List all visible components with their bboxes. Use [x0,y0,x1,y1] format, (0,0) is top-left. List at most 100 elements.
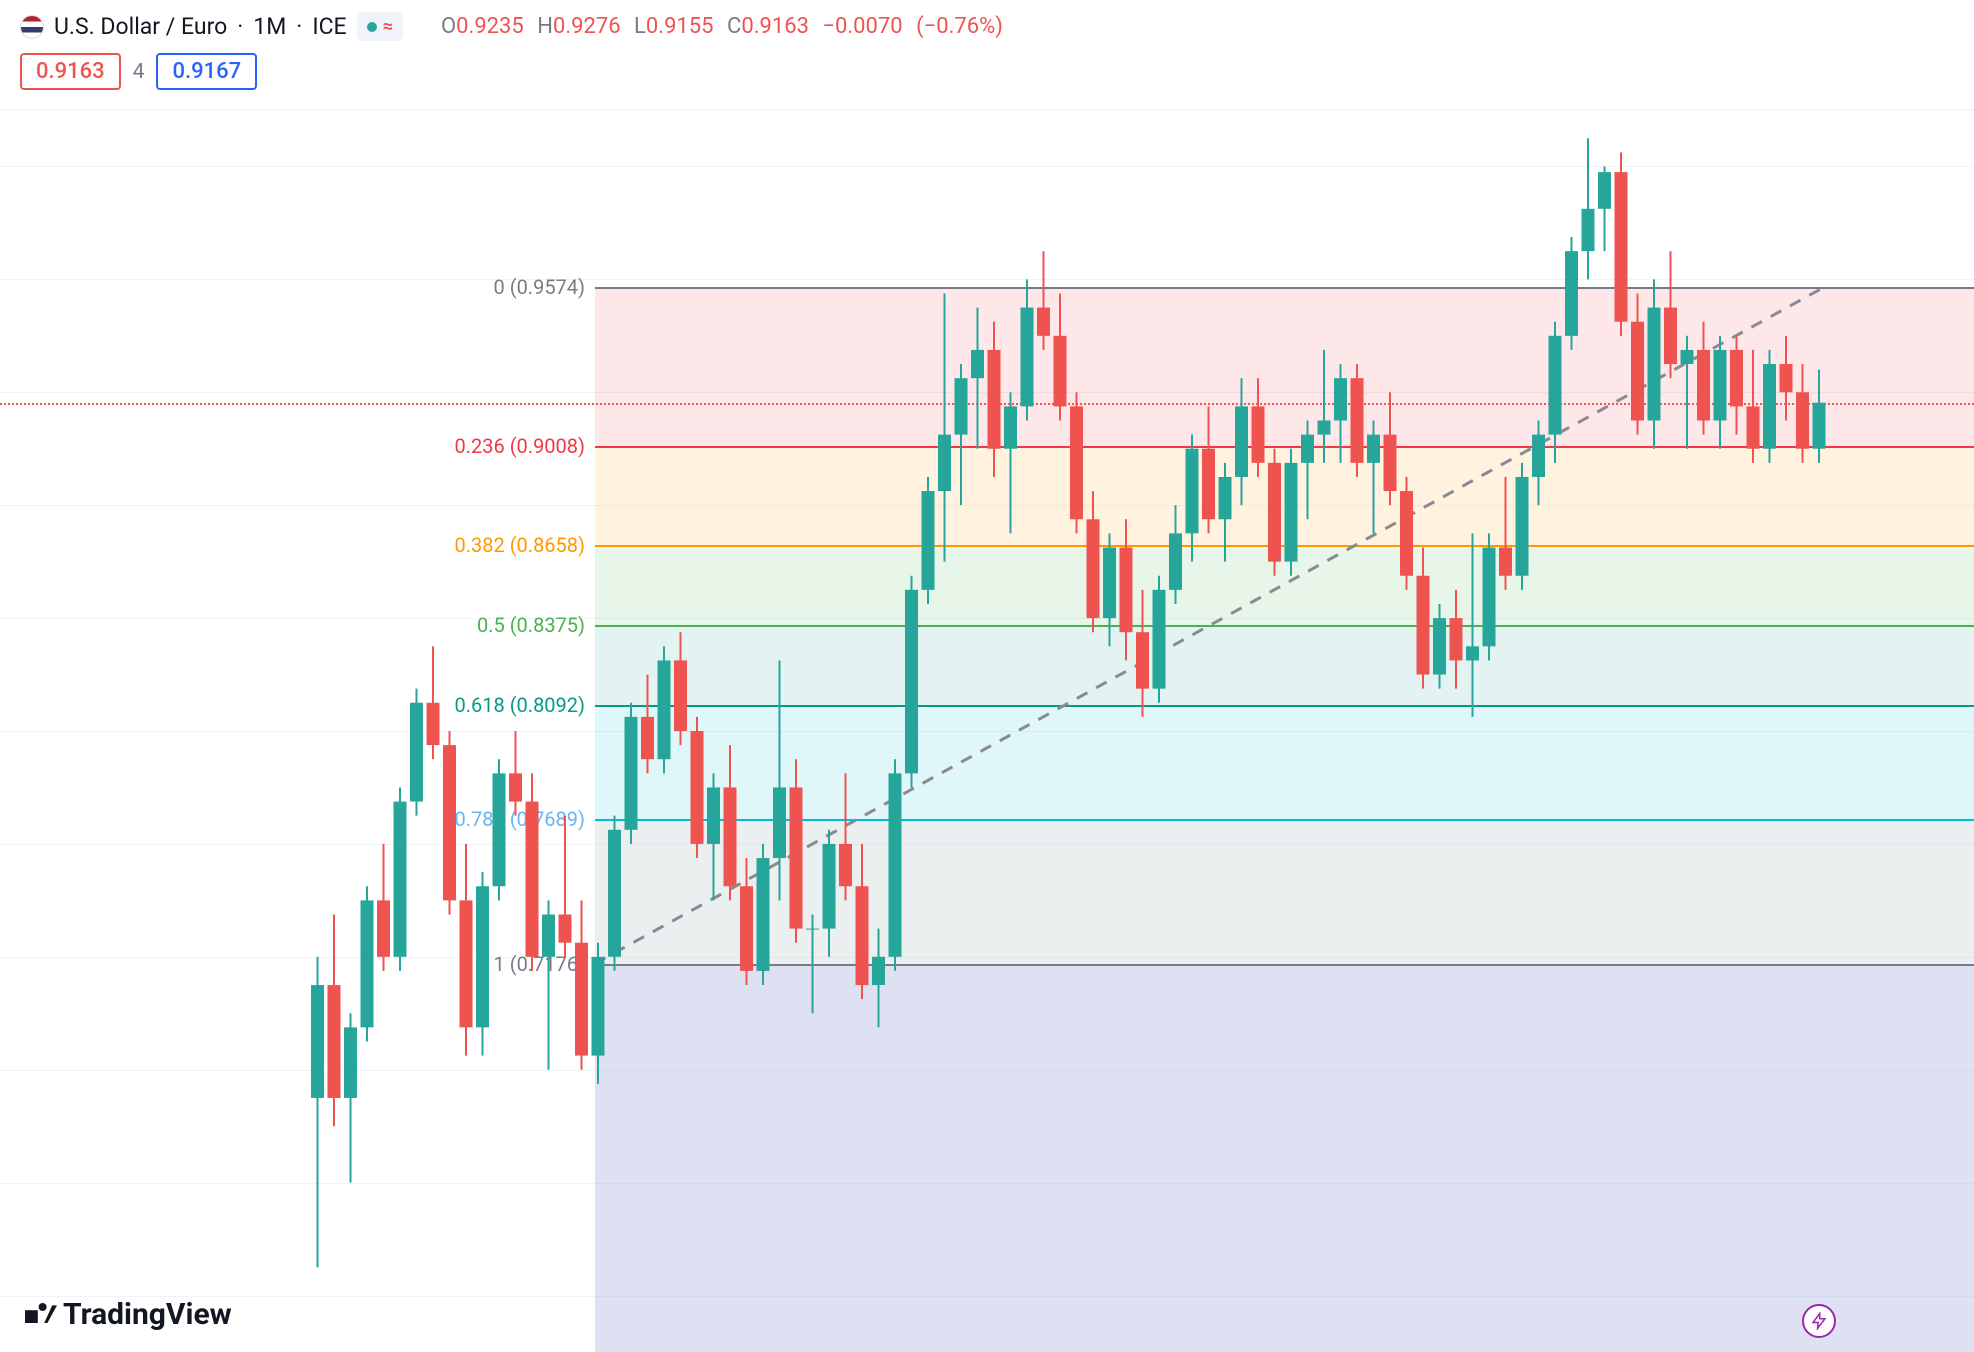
candle-body[interactable] [1037,308,1050,336]
candle-body[interactable] [757,858,770,971]
candle-body[interactable] [691,731,704,844]
candle-body[interactable] [1318,421,1331,435]
candle-body[interactable] [955,378,968,434]
candle-body[interactable] [988,350,1001,449]
interval[interactable]: 1M [253,13,286,40]
candle-body[interactable] [410,703,423,802]
candle-body[interactable] [1400,491,1413,576]
candle-body[interactable] [1070,406,1083,519]
candle-body[interactable] [1433,618,1446,674]
candle-body[interactable] [790,787,803,928]
candle-body[interactable] [1747,406,1760,448]
candle-body[interactable] [872,957,885,985]
candle-body[interactable] [856,886,869,985]
candle-body[interactable] [526,802,539,957]
candle-body[interactable] [394,802,407,957]
candle-body[interactable] [971,350,984,378]
candle-body[interactable] [1549,336,1562,435]
candle-body[interactable] [1285,463,1298,562]
candle-body[interactable] [1796,392,1809,448]
candle-body[interactable] [1763,364,1776,449]
candle-body[interactable] [1532,435,1545,477]
lightning-icon[interactable] [1802,1304,1836,1338]
candle-body[interactable] [1120,548,1133,633]
candle-body[interactable] [707,787,720,843]
candle-body[interactable] [1466,646,1479,660]
candle-body[interactable] [1004,406,1017,448]
candle-body[interactable] [1499,548,1512,576]
candle-body[interactable] [460,900,473,1027]
candle-body[interactable] [328,985,341,1098]
candle-body[interactable] [1103,548,1116,619]
candle-body[interactable] [1351,378,1364,463]
candle-body[interactable] [1516,477,1529,576]
exchange[interactable]: ICE [312,13,346,40]
candle-body[interactable] [1780,364,1793,392]
candle-body[interactable] [361,900,374,1027]
candle-body[interactable] [1219,477,1232,519]
candle-body[interactable] [344,1027,357,1098]
candle-body[interactable] [1169,533,1182,589]
candle-body[interactable] [1417,576,1430,675]
candle-body[interactable] [1087,519,1100,618]
candle-body[interactable] [1697,350,1710,421]
candle-body[interactable] [1268,463,1281,562]
candle-body[interactable] [1565,251,1578,336]
candle-body[interactable] [773,787,786,858]
candle-body[interactable] [1186,449,1199,534]
candle-body[interactable] [377,900,390,956]
tradingview-logo[interactable]: TradingView [25,1297,232,1332]
status-badge[interactable]: ≈ [357,12,403,41]
candle-body[interactable] [889,773,902,956]
candle-body[interactable] [1615,172,1628,322]
candle-body[interactable] [1202,449,1215,520]
candle-body[interactable] [740,886,753,971]
candle-body[interactable] [938,435,951,491]
candle-body[interactable] [806,929,819,930]
candle-body[interactable] [1483,548,1496,647]
candle-body[interactable] [1664,308,1677,364]
candle-body[interactable] [839,844,852,886]
candle-body[interactable] [1648,308,1661,421]
candle-body[interactable] [674,660,687,731]
candle-body[interactable] [509,773,522,801]
bid-price[interactable]: 0.9163 [20,53,121,90]
candle-body[interactable] [427,703,440,745]
candle-body[interactable] [592,957,605,1056]
symbol-name[interactable]: U.S. Dollar / Euro [54,13,227,40]
candle-body[interactable] [1582,209,1595,251]
candle-body[interactable] [625,717,638,830]
candle-body[interactable] [575,943,588,1056]
candle-body[interactable] [1153,590,1166,689]
chart-area[interactable]: 0 (0.9574)0.236 (0.9008)0.382 (0.8658)0.… [0,110,1974,1352]
candle-body[interactable] [1681,350,1694,364]
candle-body[interactable] [476,886,489,1027]
candle-body[interactable] [1730,350,1743,406]
candle-body[interactable] [724,787,737,886]
candle-body[interactable] [1714,350,1727,421]
candle-body[interactable] [1450,618,1463,660]
candle-body[interactable] [905,590,918,773]
candle-body[interactable] [658,660,671,759]
candle-body[interactable] [1598,172,1611,209]
candle-body[interactable] [922,491,935,590]
candle-body[interactable] [641,717,654,759]
candle-body[interactable] [542,914,555,956]
candle-body[interactable] [1235,406,1248,477]
candle-body[interactable] [1631,322,1644,421]
candle-body[interactable] [1813,403,1826,449]
ask-price[interactable]: 0.9167 [156,53,257,90]
candle-body[interactable] [493,773,506,886]
candle-body[interactable] [1252,406,1265,462]
candle-body[interactable] [1334,378,1347,420]
candle-body[interactable] [823,844,836,929]
candle-body[interactable] [1021,308,1034,407]
candle-body[interactable] [1384,435,1397,491]
candle-body[interactable] [1054,336,1067,407]
candle-body[interactable] [559,914,572,942]
candle-body[interactable] [1301,435,1314,463]
candle-body[interactable] [443,745,456,900]
candle-body[interactable] [608,830,621,957]
candle-body[interactable] [311,985,324,1098]
candle-body[interactable] [1136,632,1149,688]
